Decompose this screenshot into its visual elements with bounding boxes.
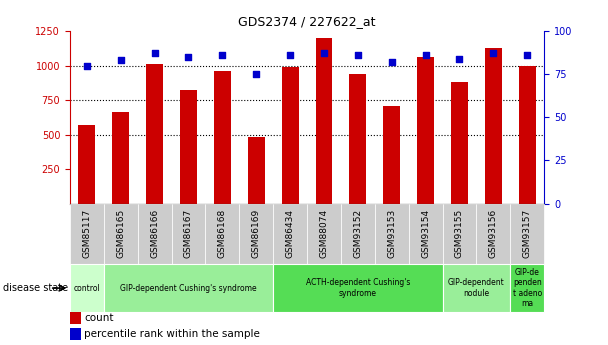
Bar — [307, 204, 341, 264]
Bar — [273, 204, 307, 264]
Bar — [443, 204, 477, 264]
Bar — [240, 204, 273, 264]
Point — [285, 52, 295, 58]
Bar — [519, 66, 536, 204]
Bar — [70, 264, 104, 312]
Text: control: control — [74, 284, 100, 293]
Bar — [78, 125, 95, 204]
Point — [488, 51, 498, 56]
Bar — [70, 328, 81, 340]
Text: GIP-dependent Cushing's syndrome: GIP-dependent Cushing's syndrome — [120, 284, 257, 293]
Bar — [70, 204, 104, 264]
Bar — [206, 204, 240, 264]
Bar — [417, 57, 434, 204]
Bar — [477, 204, 510, 264]
Bar — [273, 264, 443, 312]
Bar — [451, 82, 468, 204]
Bar — [180, 90, 197, 204]
Text: GSM93152: GSM93152 — [353, 209, 362, 258]
Bar — [104, 264, 273, 312]
Bar — [70, 312, 81, 324]
Point — [218, 52, 227, 58]
Point — [184, 54, 193, 60]
Bar — [510, 204, 544, 264]
Point — [319, 51, 329, 56]
Text: count: count — [84, 313, 114, 323]
Bar — [282, 67, 299, 204]
Text: GSM86167: GSM86167 — [184, 209, 193, 258]
Bar — [443, 264, 510, 312]
Point — [421, 52, 430, 58]
Bar — [146, 64, 163, 204]
Bar — [112, 112, 129, 204]
Bar — [316, 38, 333, 204]
Text: GSM86166: GSM86166 — [150, 209, 159, 258]
Bar — [409, 204, 443, 264]
Text: GSM93153: GSM93153 — [387, 209, 396, 258]
Point — [522, 52, 532, 58]
Bar — [350, 74, 366, 204]
Bar — [137, 204, 171, 264]
Point — [353, 52, 363, 58]
Text: GSM93154: GSM93154 — [421, 209, 430, 258]
Point — [150, 51, 159, 56]
Text: GSM93156: GSM93156 — [489, 209, 498, 258]
Bar — [171, 204, 206, 264]
Bar — [383, 106, 400, 204]
Point — [387, 59, 396, 65]
Point — [251, 71, 261, 77]
Bar — [214, 71, 231, 204]
Bar — [510, 264, 544, 312]
Point — [455, 56, 465, 61]
Text: GSM86168: GSM86168 — [218, 209, 227, 258]
Bar — [341, 204, 375, 264]
Text: GIP-dependent
nodule: GIP-dependent nodule — [448, 278, 505, 298]
Text: GSM93157: GSM93157 — [523, 209, 532, 258]
Text: percentile rank within the sample: percentile rank within the sample — [84, 329, 260, 339]
Bar — [375, 204, 409, 264]
Bar — [248, 137, 264, 204]
Text: GSM86169: GSM86169 — [252, 209, 261, 258]
Point — [82, 63, 92, 68]
Text: GSM88074: GSM88074 — [319, 209, 328, 258]
Text: GSM93155: GSM93155 — [455, 209, 464, 258]
Text: GSM85117: GSM85117 — [82, 209, 91, 258]
Bar — [485, 48, 502, 204]
Point — [116, 58, 126, 63]
Text: ACTH-dependent Cushing's
syndrome: ACTH-dependent Cushing's syndrome — [306, 278, 410, 298]
Text: GIP-de
penden
t adeno
ma: GIP-de penden t adeno ma — [513, 268, 542, 308]
Text: GSM86434: GSM86434 — [286, 209, 295, 258]
Text: GSM86165: GSM86165 — [116, 209, 125, 258]
Title: GDS2374 / 227622_at: GDS2374 / 227622_at — [238, 16, 376, 29]
Text: disease state: disease state — [3, 283, 68, 293]
Bar — [104, 204, 137, 264]
